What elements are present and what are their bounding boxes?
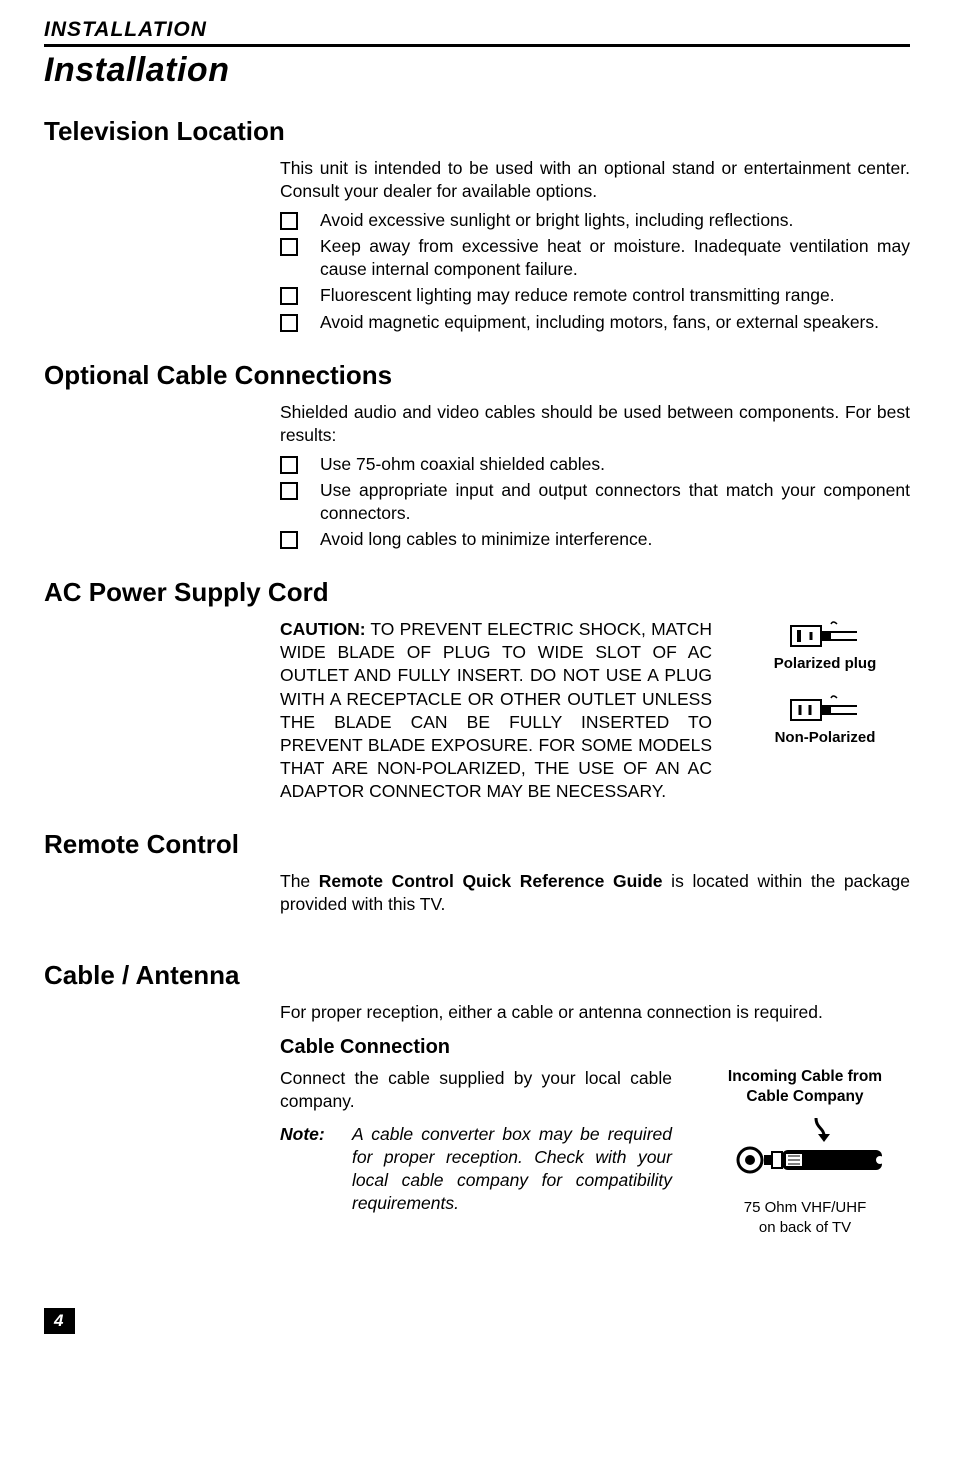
caution-label: CAUTION:: [280, 619, 366, 639]
note-body: A cable converter box may be required fo…: [352, 1123, 672, 1215]
page-number: 4: [44, 1308, 75, 1334]
note-label: Note:: [280, 1123, 352, 1215]
section-body-tvloc: This unit is intended to be used with an…: [280, 157, 910, 334]
checkbox-icon: [280, 314, 298, 332]
section-heading-remote: Remote Control: [44, 829, 910, 860]
section-body-acpower: CAUTION: TO PREVENT ELECTRIC SHOCK, MATC…: [280, 618, 910, 803]
polarized-plug-label: Polarized plug: [740, 654, 910, 674]
list-item: Avoid excessive sunlight or bright light…: [320, 209, 910, 232]
incoming-cable-label-2: Cable Company: [700, 1087, 910, 1107]
incoming-cable-label-1: Incoming Cable from: [700, 1067, 910, 1087]
cable-figure: Incoming Cable from Cable Company 75 Ohm…: [700, 1067, 910, 1238]
remote-bold: Remote Control Quick Reference Guide: [319, 871, 663, 891]
acpower-caution: CAUTION: TO PREVENT ELECTRIC SHOCK, MATC…: [280, 618, 712, 803]
non-polarized-plug-icon: [789, 692, 861, 728]
list-item: Avoid long cables to minimize interferen…: [320, 528, 910, 551]
checkbox-icon: [280, 287, 298, 305]
checkbox-icon: [280, 238, 298, 256]
section-heading-acpower: AC Power Supply Cord: [44, 577, 910, 608]
section-body-optcable: Shielded audio and video cables should b…: [280, 401, 910, 552]
section-heading-optcable: Optional Cable Connections: [44, 360, 910, 391]
checkbox-icon: [280, 482, 298, 500]
checkbox-icon: [280, 456, 298, 474]
running-head: INSTALLATION: [44, 18, 910, 47]
optcable-list: Use 75-ohm coaxial shielded cables. Use …: [280, 453, 910, 551]
remote-text: The Remote Control Quick Reference Guide…: [280, 870, 910, 916]
remote-text-1: The: [280, 871, 319, 891]
cable-connection-heading: Cable Connection: [280, 1034, 910, 1060]
ohm-label-1: 75 Ohm VHF/UHF: [700, 1198, 910, 1218]
section-heading-tvloc: Television Location: [44, 116, 910, 147]
checkbox-icon: [280, 212, 298, 230]
ohm-label-2: on back of TV: [700, 1218, 910, 1238]
list-item: Use appropriate input and output connect…: [320, 479, 910, 525]
polarized-plug-icon: [789, 618, 861, 654]
page-title: Installation: [44, 51, 910, 90]
list-item: Fluorescent lighting may reduce remote c…: [320, 284, 910, 307]
acpower-figures: Polarized plug Non-Polarized: [740, 618, 910, 766]
list-item: Use 75-ohm coaxial shielded cables.: [320, 453, 910, 476]
cable-connection-icon: [720, 1114, 890, 1184]
tvloc-intro: This unit is intended to be used with an…: [280, 157, 910, 203]
cableant-intro: For proper reception, either a cable or …: [280, 1001, 910, 1024]
section-heading-cableant: Cable / Antenna: [44, 960, 910, 991]
section-body-remote: The Remote Control Quick Reference Guide…: [280, 870, 910, 916]
cable-body: Connect the cable supplied by your local…: [280, 1067, 672, 1113]
checkbox-icon: [280, 531, 298, 549]
list-item: Avoid magnetic equipment, including moto…: [320, 311, 910, 334]
list-item: Keep away from excessive heat or moistur…: [320, 235, 910, 281]
non-polarized-label: Non-Polarized: [740, 728, 910, 748]
section-body-cableant: For proper reception, either a cable or …: [280, 1001, 910, 1237]
page-number-container: 4: [44, 1308, 910, 1334]
optcable-intro: Shielded audio and video cables should b…: [280, 401, 910, 447]
tvloc-list: Avoid excessive sunlight or bright light…: [280, 209, 910, 333]
caution-body: TO PREVENT ELECTRIC SHOCK, MATCH WIDE BL…: [280, 619, 712, 801]
cable-connection-text: Connect the cable supplied by your local…: [280, 1067, 672, 1216]
